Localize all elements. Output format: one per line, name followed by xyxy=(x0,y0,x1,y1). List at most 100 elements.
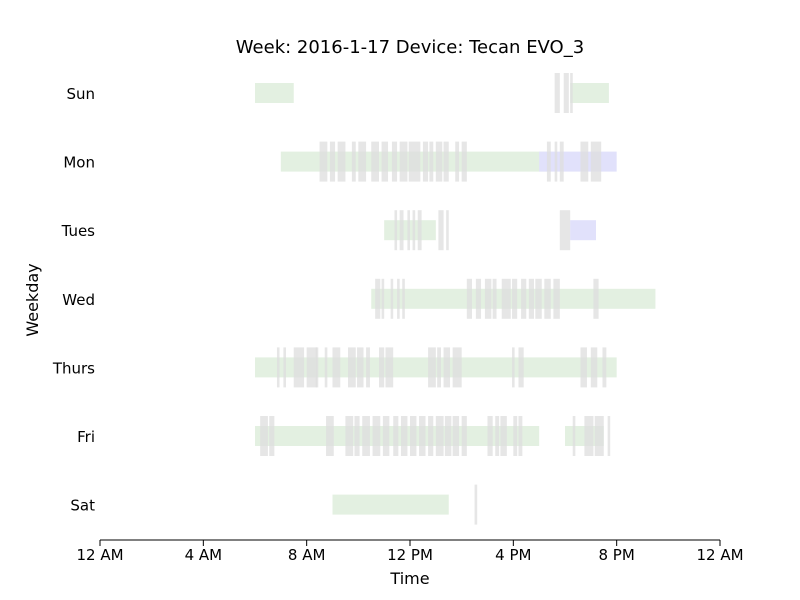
run-event-mark xyxy=(337,141,346,182)
run-event-mark xyxy=(397,278,400,319)
run-event-mark xyxy=(461,141,467,182)
run-event-mark xyxy=(382,416,390,456)
y-axis-label: Weekday xyxy=(23,263,42,336)
run-event-mark xyxy=(572,416,576,456)
x-ticks: 12 AM 4 AM 8 AM 12 PM 4 PM 8 PM 12 AM xyxy=(76,540,744,564)
y-tick-label: Sat xyxy=(70,497,95,515)
run-event-mark xyxy=(276,347,280,388)
run-event-mark xyxy=(400,416,408,456)
run-event-mark xyxy=(348,347,356,388)
run-event-mark xyxy=(419,416,426,456)
run-event-mark xyxy=(385,347,394,388)
y-tick-label: Thurs xyxy=(52,359,95,377)
run-event-mark xyxy=(391,141,398,182)
run-event-mark xyxy=(315,347,319,388)
run-event-mark xyxy=(375,278,381,319)
run-event-mark xyxy=(446,210,449,251)
x-tick-label: 12 PM xyxy=(387,546,433,564)
x-tick-label: 4 AM xyxy=(185,546,223,564)
run-event-mark xyxy=(357,347,364,388)
run-event-mark xyxy=(260,416,268,456)
run-event-mark xyxy=(408,141,421,182)
run-event-mark xyxy=(559,210,571,251)
run-event-mark xyxy=(435,141,443,182)
run-event-mark xyxy=(366,347,370,388)
run-event-mark xyxy=(372,416,381,456)
run-event-mark xyxy=(455,141,460,182)
run-event-mark xyxy=(584,416,594,456)
run-event-mark xyxy=(332,347,341,388)
run-event-mark xyxy=(474,484,478,525)
x-tick-label: 8 AM xyxy=(288,546,326,564)
x-tick-label: 8 PM xyxy=(599,546,635,564)
run-event-mark xyxy=(429,141,434,182)
y-tick-label: Tues xyxy=(61,222,96,240)
run-event-mark xyxy=(484,278,492,319)
run-event-mark xyxy=(324,347,328,388)
y-tick-labels: Sun Mon Tues Wed Thurs Fri Sat xyxy=(52,85,95,515)
run-event-mark xyxy=(580,347,587,388)
run-event-mark xyxy=(452,416,460,456)
usage-bar xyxy=(570,83,609,103)
run-event-mark xyxy=(512,347,515,388)
run-event-mark xyxy=(381,278,385,319)
run-event-mark xyxy=(554,141,558,182)
run-event-mark xyxy=(443,141,449,182)
run-event-mark xyxy=(402,278,405,319)
run-event-mark xyxy=(553,278,560,319)
run-event-mark xyxy=(528,278,534,319)
run-event-mark xyxy=(326,416,334,456)
run-event-mark xyxy=(546,141,551,182)
run-event-mark xyxy=(345,416,354,456)
run-event-mark xyxy=(329,141,336,182)
run-event-mark xyxy=(437,347,441,388)
run-event-mark xyxy=(390,278,394,319)
run-event-mark xyxy=(394,210,398,251)
run-event-mark xyxy=(410,416,417,456)
run-event-mark xyxy=(444,416,452,456)
run-event-mark xyxy=(512,278,518,319)
run-event-mark xyxy=(407,210,410,251)
run-event-mark xyxy=(381,141,389,182)
run-event-mark xyxy=(596,141,602,182)
run-event-mark xyxy=(358,141,367,182)
run-event-mark xyxy=(521,278,527,319)
run-event-mark xyxy=(306,347,317,388)
y-tick-label: Sun xyxy=(66,85,95,103)
run-event-mark xyxy=(417,210,422,251)
x-tick-label: 12 AM xyxy=(696,546,743,564)
blue-usage-bar xyxy=(570,220,596,241)
run-event-mark xyxy=(513,416,518,456)
run-event-mark xyxy=(535,278,542,319)
y-tick-label: Mon xyxy=(63,154,95,172)
run-event-mark xyxy=(544,278,551,319)
run-event-mark xyxy=(399,210,404,251)
run-event-mark xyxy=(495,416,500,456)
run-event-mark xyxy=(475,278,482,319)
run-event-mark xyxy=(438,210,444,251)
run-event-mark xyxy=(319,141,328,182)
y-tick-label: Fri xyxy=(77,428,95,446)
run-event-mark xyxy=(492,278,497,319)
run-event-mark xyxy=(354,416,360,456)
run-event-mark xyxy=(293,347,305,388)
run-event-mark xyxy=(379,347,385,388)
run-event-mark xyxy=(399,141,408,182)
y-tick-label: Wed xyxy=(62,291,95,309)
run-event-mark xyxy=(580,141,589,182)
run-event-mark xyxy=(590,141,596,182)
chart-title: Week: 2016-1-17 Device: Tecan EVO_3 xyxy=(236,37,584,58)
run-event-mark xyxy=(452,347,462,388)
run-event-mark xyxy=(570,73,573,113)
run-event-mark xyxy=(362,416,370,456)
run-event-mark xyxy=(466,278,472,319)
run-event-mark xyxy=(269,416,275,456)
run-event-mark xyxy=(283,347,286,388)
run-event-mark xyxy=(435,416,444,456)
run-event-mark xyxy=(393,416,399,456)
x-tick-label: 4 PM xyxy=(495,546,531,564)
run-event-mark xyxy=(487,416,493,456)
run-event-mark xyxy=(607,416,611,456)
run-event-mark xyxy=(500,416,507,456)
